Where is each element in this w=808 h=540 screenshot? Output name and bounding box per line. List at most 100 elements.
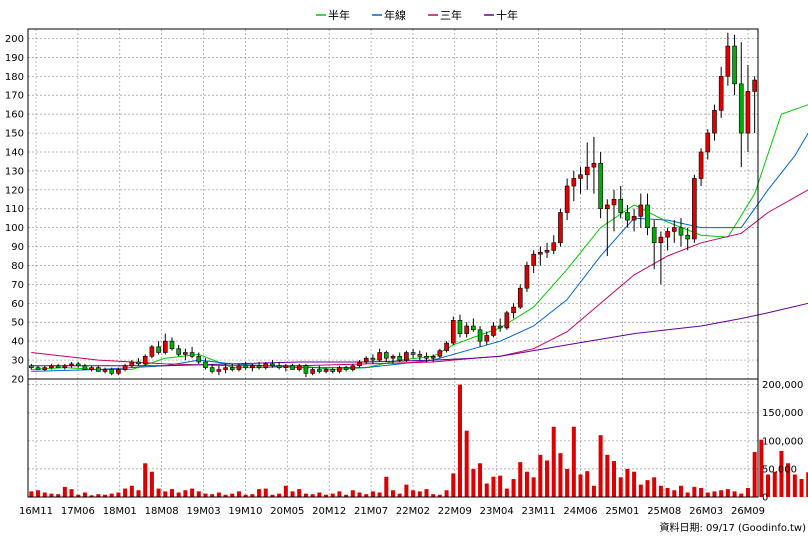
volume-bar	[310, 494, 315, 497]
candle-down	[96, 367, 101, 372]
volume-bar	[444, 490, 449, 497]
candle-up	[296, 365, 302, 370]
candle-up	[162, 340, 168, 353]
candle-up	[323, 369, 329, 372]
candle-down	[203, 361, 208, 368]
candle-down	[477, 329, 483, 342]
candle-up	[725, 45, 731, 77]
volume-bar	[511, 479, 516, 497]
price-tick-label: 200	[5, 34, 24, 45]
volume-bar	[632, 471, 637, 497]
volume-bar	[786, 463, 791, 497]
candle-up	[236, 365, 242, 370]
candle-up	[671, 227, 677, 232]
candle-up	[430, 355, 436, 359]
volume-bar	[598, 435, 603, 497]
volume-bar	[779, 450, 784, 497]
volume-bar	[129, 485, 134, 497]
volume-bar	[330, 493, 335, 497]
candle-up	[437, 350, 443, 357]
candle-down	[290, 365, 295, 370]
candle-up	[584, 166, 590, 175]
candle-up	[591, 163, 597, 168]
x-tick-label: 17M06	[61, 506, 95, 517]
volume-bar	[752, 452, 757, 497]
candle-down	[598, 163, 603, 210]
candle-up	[712, 110, 717, 134]
volume-bar	[565, 468, 570, 497]
candle-up	[578, 174, 583, 179]
candle-down	[645, 204, 650, 228]
volume-bar	[69, 489, 74, 497]
volume-bar	[658, 485, 663, 497]
candle-down	[330, 369, 336, 372]
price-tick-label: 90	[11, 242, 24, 253]
candles	[29, 32, 757, 378]
volume-bar	[491, 476, 496, 497]
candle-up	[531, 253, 536, 266]
price-tick-label: 190	[5, 53, 24, 64]
price-tick-label: 120	[5, 185, 24, 196]
candle-down	[370, 357, 376, 361]
candle-up	[551, 242, 557, 251]
candle-down	[270, 363, 275, 367]
volume-bar	[518, 462, 523, 497]
candle-down	[651, 227, 657, 244]
volume-bar	[578, 474, 583, 497]
volume-bar	[290, 491, 295, 497]
volume-bar	[665, 488, 670, 497]
candle-up	[250, 365, 255, 368]
volume-bar	[384, 476, 389, 497]
ma-10y-line	[31, 302, 808, 367]
volume-bar	[149, 471, 154, 497]
candle-up	[183, 352, 188, 355]
candle-up	[705, 132, 711, 153]
volume-bar	[799, 479, 804, 497]
candle-up	[658, 236, 664, 244]
volume-bar	[116, 492, 121, 497]
candle-down	[410, 352, 416, 355]
candle-down	[156, 346, 161, 353]
candle-up	[504, 312, 510, 329]
volume-bar	[123, 488, 128, 497]
candle-down	[303, 365, 309, 374]
x-tick-label: 18M01	[103, 506, 137, 517]
ma-3y-line	[31, 189, 808, 367]
candle-down	[256, 365, 262, 368]
volume-bar	[498, 475, 503, 497]
volume-bar	[618, 477, 623, 497]
volume-bar	[638, 484, 643, 497]
volume-bar	[739, 493, 744, 497]
candle-up	[491, 325, 496, 336]
volume-bar	[203, 493, 208, 497]
candle-down	[136, 361, 141, 365]
x-tick-label: 19M03	[186, 506, 220, 517]
volume-bar	[585, 471, 590, 497]
candle-down	[276, 365, 282, 368]
volume-bar	[471, 468, 476, 497]
volume-bar	[169, 489, 174, 497]
candle-up	[692, 178, 697, 240]
volume-bar	[652, 477, 657, 497]
volume-bar	[36, 490, 41, 497]
price-tick-label: 40	[11, 337, 24, 348]
candle-up	[464, 325, 469, 334]
plot-frame	[27, 28, 759, 498]
volume-bar	[531, 477, 536, 497]
volume-bar	[190, 488, 195, 497]
candle-up	[350, 365, 356, 370]
candle-up	[357, 361, 362, 367]
price-tick-label: 180	[5, 72, 24, 83]
volume-bar	[712, 491, 717, 497]
candle-down	[471, 325, 476, 331]
volume-bar	[230, 493, 235, 497]
volume-bar	[270, 494, 275, 497]
footer-date: 資料日期: 09/17 (Goodinfo.tw)	[659, 521, 806, 534]
volume-bar	[76, 494, 81, 497]
candle-down	[229, 367, 235, 370]
volume-bar	[183, 490, 188, 497]
volume-axis-ticks: 0 50,000 100,000 150,000 200,000	[762, 380, 803, 503]
candle-down	[383, 352, 389, 359]
candle-up	[310, 369, 315, 374]
